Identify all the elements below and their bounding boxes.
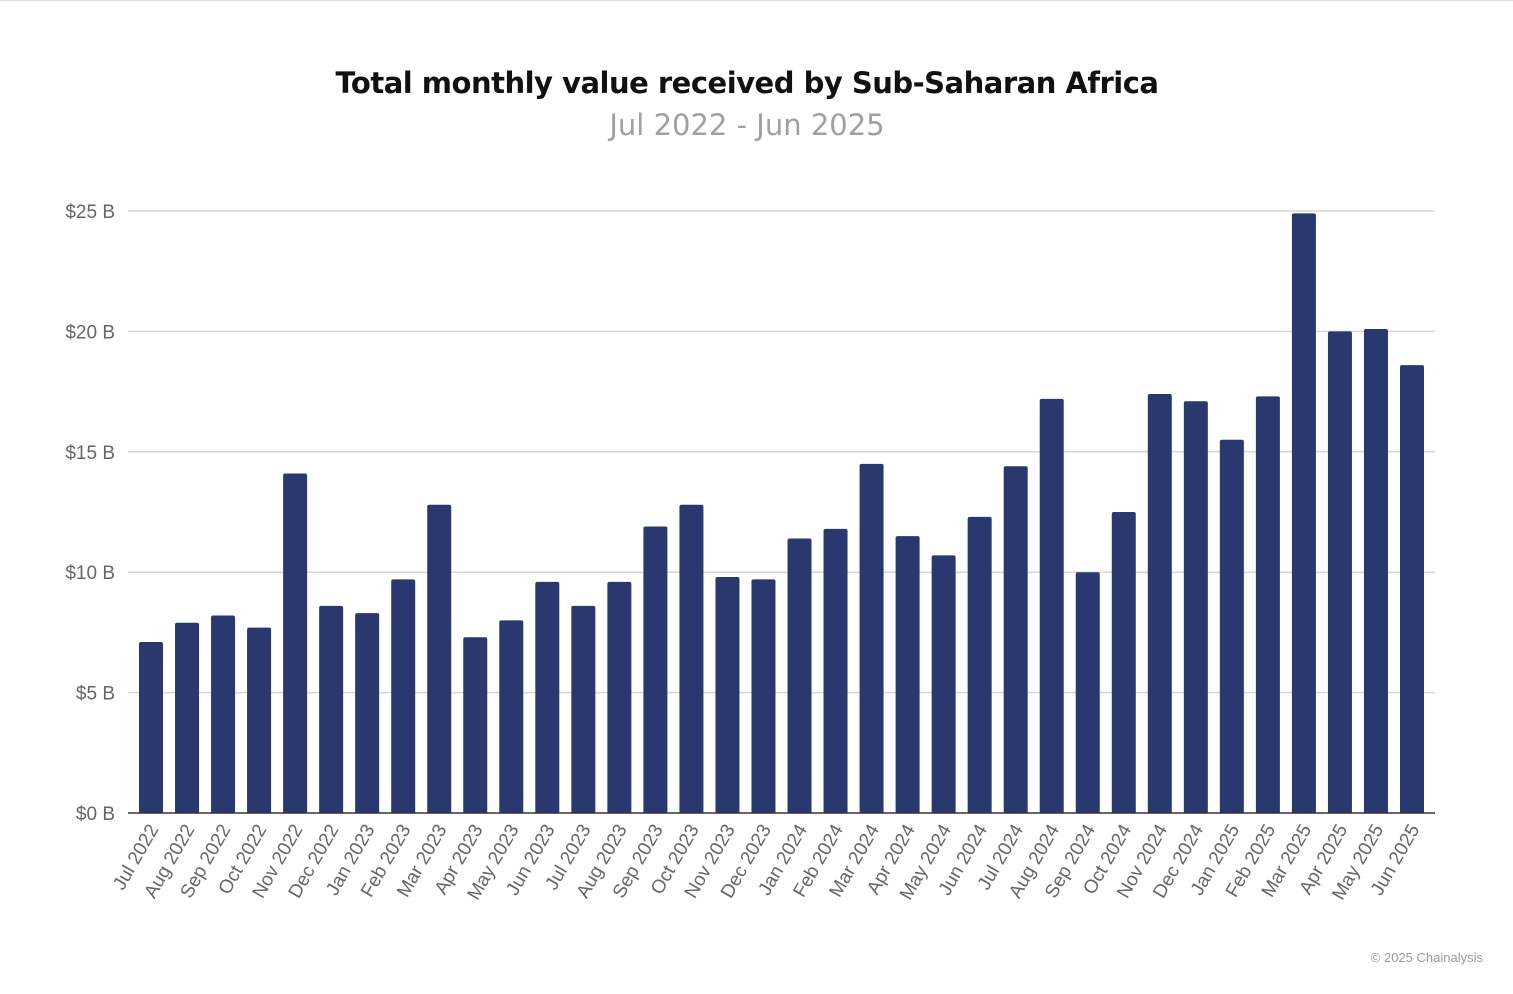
- bar: [247, 627, 272, 813]
- chart-title: Total monthly value received by Sub-Saha…: [335, 66, 1159, 100]
- bar: [787, 538, 812, 813]
- bar: [211, 615, 236, 813]
- bar: [1255, 396, 1280, 813]
- bar: [139, 642, 163, 813]
- y-tick-label: $0 B: [76, 804, 115, 825]
- bar: [823, 528, 848, 813]
- bar: [175, 622, 200, 813]
- bar: [391, 579, 416, 813]
- bar: [607, 581, 632, 813]
- bar: [967, 516, 992, 813]
- bar: [1363, 328, 1388, 813]
- bar: [1111, 512, 1136, 813]
- bar: [427, 504, 452, 813]
- bar: [859, 463, 884, 813]
- bar: [355, 613, 380, 813]
- bar: [1147, 394, 1172, 813]
- bar: [1219, 439, 1244, 813]
- bar: [571, 605, 596, 813]
- bar: [679, 504, 704, 813]
- bar: [1183, 401, 1208, 813]
- bar: [643, 526, 668, 813]
- bar: [1039, 398, 1064, 813]
- bar: [463, 637, 488, 813]
- bar: [499, 620, 524, 813]
- bar: [895, 536, 920, 813]
- copyright-credit: © 2025 Chainalysis: [1370, 950, 1483, 965]
- bar: [1003, 466, 1028, 813]
- bar: [319, 605, 344, 813]
- y-tick-label: $15 B: [65, 443, 115, 464]
- bar: [931, 555, 956, 813]
- top-border: [0, 0, 1513, 1]
- bar: [715, 577, 740, 813]
- bar: [1075, 572, 1100, 813]
- y-tick-label: $5 B: [76, 684, 115, 705]
- y-tick-label: $25 B: [65, 202, 115, 223]
- bar: [535, 581, 560, 813]
- bar: [283, 473, 308, 813]
- y-tick-label: $20 B: [65, 322, 115, 343]
- y-tick-label: $10 B: [65, 563, 115, 584]
- bar: [1400, 365, 1424, 813]
- bar: [751, 579, 776, 813]
- bar: [1291, 213, 1316, 813]
- chart-subtitle: Jul 2022 - Jun 2025: [609, 108, 885, 142]
- bar: [1327, 331, 1352, 813]
